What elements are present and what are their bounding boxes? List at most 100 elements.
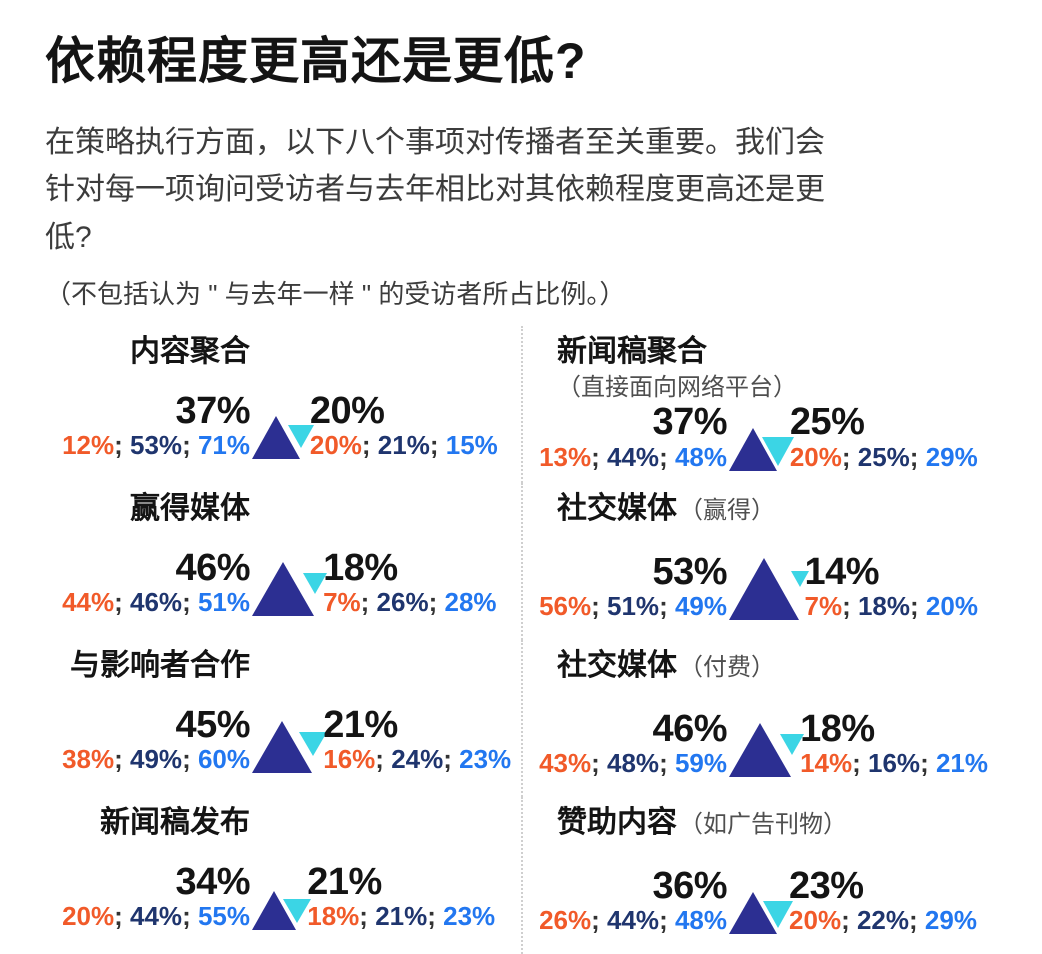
breakdown-value: 15% bbox=[445, 430, 498, 461]
item-name: 新闻稿聚合 bbox=[557, 335, 707, 369]
breakdown-value: 59% bbox=[674, 748, 727, 779]
breakdown-separator: ; bbox=[114, 587, 131, 618]
increase-breakdown: 26%; 44%; 48% bbox=[537, 906, 727, 936]
reliance-item: 新闻稿发布 34% 20%; 44%; 55% 21% 18%; 21%; 23… bbox=[45, 797, 521, 954]
breakdown-value: 14% bbox=[800, 748, 853, 779]
breakdown-separator: ; bbox=[182, 901, 198, 932]
decrease-block: 23% 20%; 22%; 29% bbox=[789, 864, 1012, 937]
breakdown-value: 71% bbox=[197, 430, 250, 461]
increase-value: 34% bbox=[175, 860, 250, 903]
decrease-block: 14% 7%; 18%; 20% bbox=[805, 552, 1013, 623]
item-title: 赢得媒体 bbox=[45, 491, 250, 527]
breakdown-value: 53% bbox=[130, 430, 183, 461]
exclusion-note: （不包括认为 " 与去年一样 " 的受访者所占比例。） bbox=[45, 279, 626, 310]
breakdown-separator: ; bbox=[910, 591, 926, 622]
breakdown-separator: ; bbox=[114, 744, 131, 775]
triangles bbox=[252, 416, 314, 460]
breakdown-value: 51% bbox=[607, 591, 660, 622]
reliance-item: 内容聚合 37% 12%; 53%; 71% 20% 20%; 21%; 15% bbox=[45, 326, 521, 483]
increase-breakdown: 20%; 44%; 55% bbox=[45, 902, 250, 932]
breakdown-separator: ; bbox=[659, 442, 675, 473]
breakdown-value: 56% bbox=[539, 591, 592, 622]
breakdown-separator: ; bbox=[182, 430, 198, 461]
down-triangle-icon bbox=[761, 436, 794, 466]
increase-breakdown: 43%; 48%; 59% bbox=[537, 749, 727, 779]
item-note: （直接面向网络平台） bbox=[557, 374, 797, 402]
breakdown-separator: ; bbox=[591, 591, 608, 622]
item-title: 内容聚合 bbox=[45, 334, 250, 370]
increase-value: 45% bbox=[175, 703, 250, 746]
increase-block: 45% 38%; 49%; 60% bbox=[45, 703, 250, 776]
breakdown-separator: ; bbox=[591, 442, 608, 473]
breakdown-value: 18% bbox=[857, 591, 911, 622]
breakdown-value: 29% bbox=[924, 905, 977, 936]
triangles bbox=[252, 721, 328, 774]
item-title: 与影响者合作 bbox=[45, 648, 250, 684]
breakdown-value: 49% bbox=[130, 744, 183, 775]
breakdown-separator: ; bbox=[591, 905, 608, 936]
increase-block: 46% 43%; 48%; 59% bbox=[537, 709, 727, 780]
breakdown-value: 46% bbox=[130, 587, 183, 618]
reliance-item: 与影响者合作 45% 38%; 49%; 60% 21% 16%; 24%; 2… bbox=[45, 640, 521, 797]
item-note: （付费） bbox=[679, 654, 775, 682]
breakdown-value: 44% bbox=[607, 442, 660, 473]
increase-block: 34% 20%; 44%; 55% bbox=[45, 860, 250, 933]
triangles bbox=[252, 891, 312, 931]
increase-breakdown: 38%; 49%; 60% bbox=[45, 745, 250, 775]
item-name: 与影响者合作 bbox=[70, 649, 250, 683]
down-triangle-icon bbox=[763, 900, 794, 928]
decrease-block: 25% 20%; 25%; 29% bbox=[789, 401, 1012, 473]
breakdown-value: 25% bbox=[857, 442, 910, 473]
reliance-item: 赞助内容（如广告刊物） 36% 26%; 44%; 48% 23% 20%; 2… bbox=[521, 797, 1012, 954]
breakdown-separator: ; bbox=[361, 430, 378, 461]
increase-breakdown: 56%; 51%; 49% bbox=[537, 592, 727, 622]
breakdown-value: 48% bbox=[674, 905, 727, 936]
breakdown-separator: ; bbox=[360, 587, 377, 618]
decrease-block: 21% 16%; 24%; 23% bbox=[323, 705, 521, 776]
breakdown-value: 49% bbox=[674, 591, 727, 622]
decrease-value: 18% bbox=[323, 546, 398, 589]
breakdown-value: 23% bbox=[443, 901, 496, 932]
item-name: 社交媒体 bbox=[557, 649, 677, 683]
up-triangle-icon bbox=[729, 558, 799, 621]
breakdown-value: 23% bbox=[459, 744, 512, 775]
breakdown-separator: ; bbox=[920, 748, 936, 779]
decrease-value: 23% bbox=[789, 864, 864, 907]
page-title: 依赖程度更高还是更低? bbox=[45, 33, 587, 89]
item-title: 赞助内容（如广告刊物） bbox=[537, 805, 1012, 841]
decrease-value: 18% bbox=[800, 707, 875, 750]
items-grid: 内容聚合 37% 12%; 53%; 71% 20% 20%; 21%; 15%… bbox=[45, 326, 1012, 954]
breakdown-separator: ; bbox=[852, 748, 869, 779]
breakdown-value: 7% bbox=[323, 587, 361, 618]
reliance-item: 赢得媒体 46% 44%; 46%; 51% 18% 7%; 26%; 28% bbox=[45, 483, 521, 640]
breakdown-separator: ; bbox=[182, 587, 198, 618]
increase-block: 36% 26%; 44%; 48% bbox=[537, 866, 727, 937]
breakdown-value: 48% bbox=[607, 748, 660, 779]
decrease-breakdown: 20%; 22%; 29% bbox=[789, 906, 1012, 936]
decrease-breakdown: 20%; 21%; 15% bbox=[310, 431, 521, 461]
decrease-value: 25% bbox=[789, 401, 865, 444]
decrease-breakdown: 20%; 25%; 29% bbox=[789, 442, 1012, 473]
breakdown-value: 26% bbox=[539, 905, 592, 936]
breakdown-separator: ; bbox=[427, 901, 444, 932]
item-name: 内容聚合 bbox=[130, 335, 250, 369]
breakdown-value: 20% bbox=[789, 442, 842, 473]
breakdown-separator: ; bbox=[114, 901, 131, 932]
down-triangle-icon bbox=[790, 570, 809, 587]
down-triangle-icon bbox=[283, 899, 312, 924]
item-note: （如广告刊物） bbox=[679, 811, 847, 839]
item-chart: 45% 38%; 49%; 60% 21% 16%; 24%; 23% bbox=[45, 703, 521, 798]
breakdown-value: 26% bbox=[376, 587, 429, 618]
decrease-block: 18% 7%; 26%; 28% bbox=[323, 546, 521, 619]
breakdown-value: 44% bbox=[62, 587, 115, 618]
increase-value: 46% bbox=[175, 546, 250, 589]
breakdown-value: 21% bbox=[375, 901, 428, 932]
breakdown-value: 55% bbox=[197, 901, 250, 932]
item-title: 社交媒体（赢得） bbox=[537, 491, 1012, 527]
item-name: 赢得媒体 bbox=[130, 492, 250, 526]
triangles bbox=[729, 558, 809, 621]
triangles bbox=[729, 427, 794, 471]
item-note: （赢得） bbox=[679, 497, 775, 525]
increase-breakdown: 13%; 44%; 48% bbox=[537, 442, 727, 473]
